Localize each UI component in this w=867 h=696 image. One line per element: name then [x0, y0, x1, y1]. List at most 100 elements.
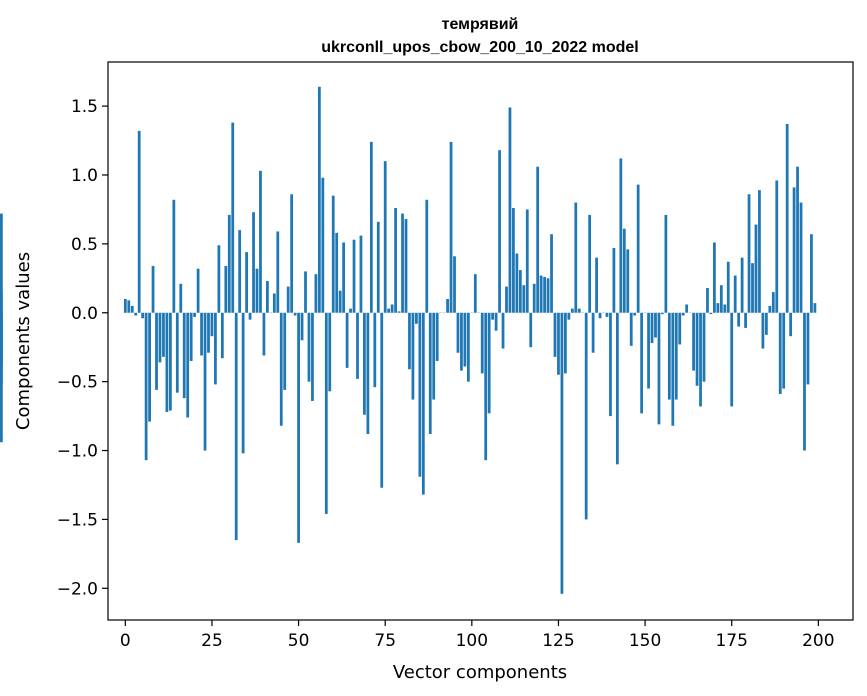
bar-146: [629, 312, 633, 346]
bar-26: [214, 312, 217, 385]
y-tick-label: 0.0: [71, 304, 98, 324]
bar-51: [300, 312, 304, 341]
x-tick-label: 25: [201, 631, 223, 651]
bar-129: [570, 308, 574, 313]
bar-27: [217, 245, 221, 313]
bar-127: [564, 312, 567, 374]
bar-undefined: [0, 213, 3, 313]
bar-140: [609, 312, 612, 417]
bar-0: [123, 298, 127, 313]
bar-176: [733, 275, 737, 313]
bar-185: [764, 312, 768, 335]
bar-139: [605, 312, 609, 317]
x-tick-label: 0: [120, 631, 131, 651]
bar-103: [480, 312, 484, 374]
bar-156: [664, 214, 668, 313]
bar-22: [200, 312, 203, 356]
bar-106: [491, 312, 495, 320]
bar-7: [148, 312, 151, 422]
bar-197: [806, 312, 810, 385]
bar-164: [692, 312, 695, 371]
bar-193: [792, 187, 796, 313]
y-tick-label: 1.0: [71, 166, 98, 186]
bar-74: [380, 312, 384, 488]
bar-73: [376, 221, 380, 313]
bar-87: [425, 199, 429, 313]
y-axis-ticks: 1.5 1.0 0.5 0.0 −0.5 −1.0 −1.5 −2.0: [57, 97, 108, 599]
bar-134: [588, 214, 592, 313]
x-tick-label: 75: [374, 631, 396, 651]
bar-115: [522, 285, 526, 313]
bar-49: [293, 312, 297, 316]
bar-182: [754, 224, 758, 313]
x-axis-ticks: 0 25 50 75 100 125 150 175 200: [120, 620, 835, 651]
bar-162: [685, 304, 689, 313]
bar-113: [515, 253, 519, 313]
bar-151: [647, 312, 650, 389]
bar-13: [168, 312, 172, 411]
plot-frame: [107, 61, 854, 621]
bar-59: [328, 312, 332, 392]
bar-190: [782, 312, 786, 389]
bar-68: [359, 235, 363, 313]
bar-128: [567, 312, 571, 320]
bar-169: [709, 312, 713, 315]
bar-70: [366, 312, 370, 434]
bar-194: [796, 166, 799, 313]
bar-21: [196, 268, 200, 313]
bar-79: [397, 311, 401, 313]
bar-180: [747, 194, 751, 313]
bar-10: [158, 312, 162, 363]
bar-136: [595, 257, 598, 313]
bar-187: [771, 292, 775, 313]
bar-173: [723, 304, 727, 313]
bar-23: [203, 312, 207, 451]
bar-54: [311, 312, 314, 401]
bar-126: [560, 312, 564, 594]
bar-114: [518, 270, 522, 313]
bar-191: [785, 124, 789, 313]
bar-172: [719, 285, 723, 313]
bar-174: [726, 261, 730, 313]
bar-133: [584, 312, 588, 520]
bar-84: [415, 312, 418, 324]
bar-6: [144, 312, 148, 461]
bar-131: [577, 308, 581, 313]
x-tick-label: 175: [715, 631, 747, 651]
bar-82: [408, 312, 411, 370]
bar-39: [259, 170, 262, 313]
bar-96: [456, 312, 460, 353]
bar-38: [255, 268, 259, 313]
x-tick-label: 100: [456, 631, 488, 651]
bar-196: [803, 312, 806, 451]
bar-36: [248, 312, 252, 320]
bar-94: [449, 141, 453, 313]
bar-121: [543, 276, 546, 313]
bar-152: [650, 312, 654, 344]
bar-series: [0, 86, 817, 594]
bar-63: [342, 242, 346, 313]
bar-123: [550, 234, 553, 313]
bar-90: [435, 312, 439, 361]
y-tick-label: −1.5: [57, 510, 98, 530]
bar-19: [189, 312, 193, 361]
bar-4: [137, 130, 141, 313]
bar-130: [574, 202, 578, 313]
bar-198: [810, 234, 813, 313]
bar-166: [699, 312, 702, 407]
bar-88: [428, 312, 432, 434]
bar-165: [695, 312, 699, 386]
bar-41: [266, 281, 269, 313]
bar-160: [678, 312, 682, 345]
bar-31: [231, 122, 235, 313]
bar-78: [394, 208, 397, 313]
bar-57: [321, 177, 325, 313]
x-tick-label: 125: [542, 631, 574, 651]
bar-168: [706, 287, 709, 313]
bar-81: [404, 219, 408, 313]
bar-149: [640, 312, 644, 414]
bar-161: [681, 312, 685, 316]
bar-145: [626, 249, 630, 313]
bar-69: [363, 312, 366, 415]
bar-48: [290, 194, 294, 313]
